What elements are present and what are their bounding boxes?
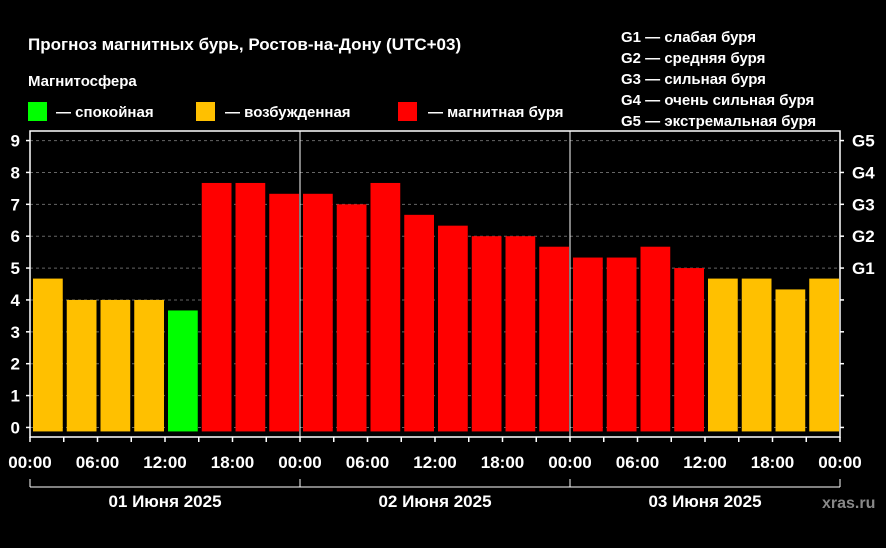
bar-22 (775, 289, 806, 432)
bar-11 (404, 214, 434, 432)
bar-0 (33, 278, 63, 432)
chart-title: Прогноз магнитных бурь, Ростов-на-Дону (… (28, 35, 461, 54)
x-tick-label-3: 18:00 (211, 453, 254, 472)
bar-19 (674, 268, 704, 432)
legend-label-excited: — возбужденная (225, 104, 351, 121)
bar-1 (66, 299, 97, 432)
y-tick-label-1: 1 (11, 387, 20, 406)
y-tick-label-6: 6 (11, 227, 20, 246)
x-tick-label-2: 12:00 (143, 453, 186, 472)
y-tick-label-4: 4 (11, 291, 21, 310)
bar-17 (606, 257, 637, 432)
x-tick-label-0: 00:00 (8, 453, 51, 472)
axes: 0 1 2 3 4 5 6 7 8 9 G1 G2 G3 G4 G5 00:00 06:00 12:00 18:00… (8, 130, 875, 511)
bar-10 (370, 182, 401, 432)
grid-lines (30, 131, 840, 437)
g-scale-legend: G1 — слабая буря G2 — средняя буря G3 — … (621, 29, 816, 130)
g-tick-label-G2: G2 (852, 227, 875, 246)
y-tick-label-0: 0 (11, 418, 20, 437)
x-tick-label-9: 06:00 (616, 453, 659, 472)
y-tick-label-9: 9 (11, 132, 20, 151)
bar-23 (809, 278, 839, 432)
x-tick-label-4: 00:00 (278, 453, 321, 472)
bar-20 (708, 278, 738, 432)
bar-8 (303, 193, 333, 432)
bar-21 (741, 278, 772, 432)
x-tick-label-5: 06:00 (346, 453, 389, 472)
g-tick-label-G3: G3 (852, 195, 875, 214)
g-legend-g5: G5 — экстремальная буря (621, 113, 816, 130)
x-tick-label-8: 00:00 (548, 453, 591, 472)
bar-13 (471, 236, 502, 432)
y-tick-label-2: 2 (11, 355, 20, 374)
bar-4 (168, 310, 198, 432)
y-tick-label-3: 3 (11, 323, 20, 342)
legend-swatch-storm (398, 102, 417, 121)
bar-2 (100, 299, 131, 432)
bar-18 (640, 246, 671, 432)
bar-12 (438, 225, 468, 432)
x-tick-label-6: 12:00 (413, 453, 456, 472)
day-label-1: 02 Июня 2025 (378, 492, 491, 511)
x-tick-label-7: 18:00 (481, 453, 524, 472)
g-legend-g4: G4 — очень сильная буря (621, 92, 814, 109)
bar-16 (573, 257, 603, 432)
y-tick-label-8: 8 (11, 163, 20, 182)
bar-6 (235, 182, 266, 432)
bar-3 (134, 299, 164, 432)
g-tick-label-G1: G1 (852, 259, 875, 278)
y-tick-label-7: 7 (11, 195, 20, 214)
legend-label-storm: — магнитная буря (428, 104, 564, 121)
bar-14 (505, 236, 536, 432)
g-legend-g2: G2 — средняя буря (621, 50, 765, 67)
g-tick-label-G4: G4 (852, 163, 875, 182)
legend-swatch-calm (28, 102, 47, 121)
color-legend: — спокойная — возбужденная — магнитная б… (28, 102, 564, 121)
magnetosphere-label: Магнитосфера (28, 73, 137, 90)
bar-15 (539, 246, 569, 432)
x-tick-label-10: 12:00 (683, 453, 726, 472)
y-tick-label-5: 5 (11, 259, 20, 278)
bar-7 (269, 193, 299, 432)
bars (33, 182, 839, 432)
x-tick-label-1: 06:00 (76, 453, 119, 472)
g-tick-label-G5: G5 (852, 132, 875, 151)
x-tick-label-11: 18:00 (751, 453, 794, 472)
day-label-2: 03 Июня 2025 (648, 492, 761, 511)
legend-label-calm: — спокойная (56, 104, 154, 121)
g-legend-g1: G1 — слабая буря (621, 29, 756, 46)
g-legend-g3: G3 — сильная буря (621, 71, 766, 88)
legend-swatch-excited (196, 102, 215, 121)
x-tick-label-12: 00:00 (818, 453, 861, 472)
bar-5 (201, 182, 232, 432)
watermark: xras.ru (822, 495, 875, 512)
bar-9 (336, 204, 367, 432)
day-label-0: 01 Июня 2025 (108, 492, 221, 511)
